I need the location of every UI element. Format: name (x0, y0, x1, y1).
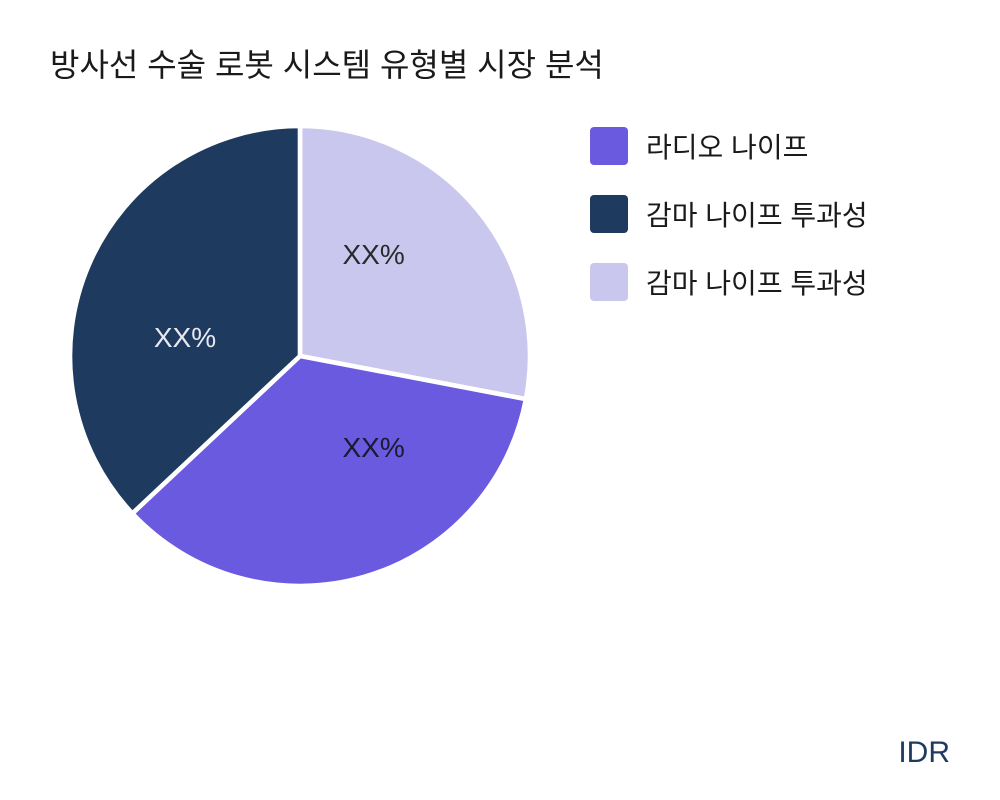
chart-row: XX%XX%XX% 라디오 나이프감마 나이프 투과성감마 나이프 투과성 (50, 116, 950, 586)
pie-svg (70, 126, 530, 586)
legend-label-slice-gamma-1: 감마 나이프 투과성 (646, 194, 868, 234)
legend-item-slice-gamma-2: 감마 나이프 투과성 (590, 262, 868, 302)
legend-swatch-slice-gamma-1 (590, 195, 628, 233)
legend-swatch-slice-gamma-2 (590, 263, 628, 301)
slice-label-slice-gamma-1: XX% (154, 322, 216, 354)
footer-brand: IDR (898, 736, 950, 770)
legend-label-slice-gamma-2: 감마 나이프 투과성 (646, 262, 868, 302)
legend-item-slice-gamma-1: 감마 나이프 투과성 (590, 194, 868, 234)
chart-container: 방사선 수술 로봇 시스템 유형별 시장 분석 XX% XX% XX% 라디오 나이… (0, 0, 1000, 800)
pie-chart: XX% XX% XX% (70, 126, 530, 586)
chart-title: 방사선 수술 로봇 시스템 유형별 시장 분석 (50, 40, 950, 86)
legend-swatch-slice-radio-knife (590, 127, 628, 165)
legend: 라디오 나이프감마 나이프 투과성감마 나이프 투과성 (590, 126, 868, 302)
legend-item-slice-radio-knife: 라디오 나이프 (590, 126, 868, 166)
legend-label-slice-radio-knife: 라디오 나이프 (646, 126, 808, 166)
slice-label-slice-radio-knife: XX% (342, 432, 404, 464)
pie-slice-slice-gamma-2 (300, 126, 530, 399)
slice-label-slice-gamma-2: XX% (342, 239, 404, 271)
